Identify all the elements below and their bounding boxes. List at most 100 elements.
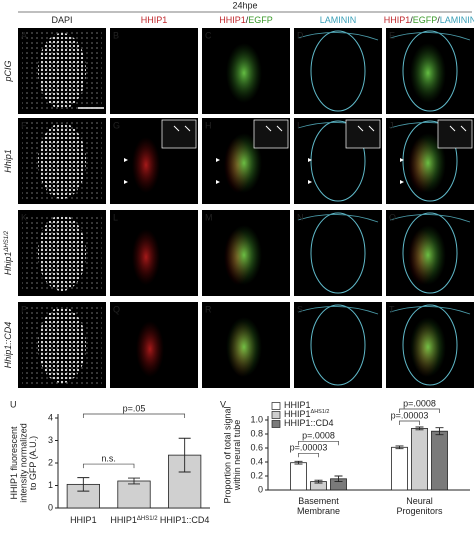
panel-letter: F [21,120,27,130]
error-bar [334,475,343,483]
arrow [173,125,191,132]
legend-name: HHIP1 [284,409,311,419]
micrograph: K [18,210,106,296]
y-tick-label: 4 [48,412,53,422]
y-axis-label: HHIP1 fluorescent [9,426,19,500]
micrograph: J [386,118,474,204]
micrograph: T [386,302,474,388]
inset [345,119,381,149]
row-label: Hhip1ΔHS1/2 [3,230,13,275]
y-axis-label: Proportion of total signal [223,406,233,503]
text-part: HHIP1 [384,15,411,25]
x-tick-label: HHIP1::CD4 [160,515,210,525]
laminin-outline [389,214,471,223]
micrograph: O [386,210,474,296]
annotation: p=.0008 [302,431,335,441]
text-part: HHIP1 [110,515,137,525]
panel-letter: B [113,30,119,40]
text-part: ΔHS1/2 [137,516,158,522]
x-tick-label: Neural Progenitors [396,496,443,516]
egfp-signal [410,43,446,103]
image-background [294,210,382,296]
micrograph: C [202,28,290,114]
micrograph: B [110,28,198,114]
egfp-signal [226,43,262,103]
hhip1-signal [132,137,160,193]
row-label: pCIG [3,60,13,82]
y-tick-label: 3 [48,435,53,445]
laminin-outline [402,120,458,202]
legend-name: HHIP1 [284,400,311,410]
arrow [449,125,467,132]
laminin-outline [297,214,379,223]
laminin-outline [310,304,366,386]
panel-letter: I [297,120,300,130]
bar [117,480,151,509]
micrograph: P [18,302,106,388]
laminin-outline [389,306,471,315]
hhip1-signal [136,321,164,377]
annotation: p=.00003 [391,410,429,420]
error-bar [314,479,323,484]
arrowhead [124,158,128,184]
micrograph: F [18,118,106,204]
panel-letter: U [10,399,17,409]
annotation: p=.00003 [290,443,328,453]
legend-swatch [271,420,281,428]
inset [437,119,473,149]
micrograph: S [294,302,382,388]
y-tick-label: 2 [48,457,53,467]
text-part: EGFP [248,15,273,25]
column-header: LAMININ [320,15,357,25]
egfp-signal [226,225,262,285]
y-tick-label: 0.8 [250,428,263,438]
y-tick-label: 1.0 [250,414,263,424]
neural-tube [38,123,86,199]
legend-name: HHIP1::CD4 [284,418,334,428]
arrowhead [308,158,312,184]
significance-bracket [82,413,186,418]
column-header: HHIP1/EGFP [219,15,273,25]
text-part: HHIP1 [219,15,246,25]
laminin-outline [310,120,366,202]
column-header: HHIP1/EGFP/LAMININ [384,15,474,25]
bar [411,427,428,491]
bar [431,430,448,491]
micrograph: H [202,118,290,204]
arrow [357,125,375,132]
laminin-outline [310,212,366,294]
panel-letter: C [205,30,212,40]
egfp-signal [226,133,262,193]
row-label: Hhip1 [3,149,13,173]
panel-letter: Q [113,304,120,314]
text-part: HHIP1::CD4 [160,515,210,525]
significance-bracket [399,420,420,425]
text-part: / [410,15,413,25]
hhip1-signal [132,229,160,285]
image-background [294,28,382,114]
error-bar [395,445,404,450]
micrograph: N [294,210,382,296]
legend-name-sup: ΔHS1/2 [311,409,330,415]
y-tick-label: 0.2 [250,470,263,480]
text-part: Hhip1 [3,149,13,173]
y-tick-label: 0.4 [250,456,263,466]
legend-label: HHIP1ΔHS1/2 [284,409,329,419]
y-tick-label: 1 [48,480,53,490]
x-tick-label: HHIP1ΔHS1/2 [110,515,158,525]
panel-letter: A [21,30,27,40]
error-bar [77,477,90,492]
significance-bracket [298,452,319,458]
panel-letter: V [220,399,226,409]
text-part: LAMININ [320,15,357,25]
panel-letter: D [297,30,304,40]
panel-letter: E [389,30,395,40]
inset [253,119,289,149]
arrowhead [400,158,404,184]
egfp-signal [410,133,446,193]
significance-bracket [298,440,339,446]
y-tick-label: 0.6 [250,442,263,452]
legend-label: HHIP1 [284,400,311,410]
